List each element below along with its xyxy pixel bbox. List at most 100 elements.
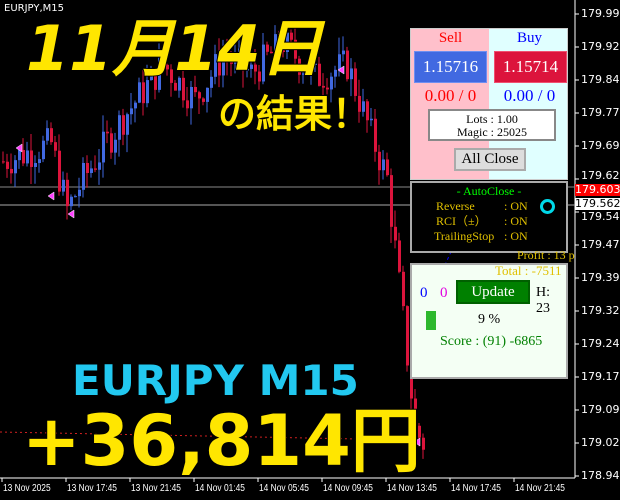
candle-body [274, 34, 277, 54]
sell-position: 0.00 / 0 [424, 86, 477, 105]
candle-body [46, 128, 49, 141]
rci-value: : ON [504, 214, 528, 228]
overlay-date: 11月14日 [25, 12, 324, 85]
candle-body [42, 140, 45, 160]
candle-body [322, 85, 325, 88]
candle-body [330, 76, 333, 90]
candle-body [158, 58, 161, 90]
buy-count: 0 [420, 285, 428, 301]
sell-button[interactable]: 1.15716 [414, 51, 487, 83]
candle-body [406, 306, 409, 366]
signal-arrow-icon [67, 209, 75, 219]
candle-body [394, 226, 397, 241]
candle-body [114, 139, 117, 153]
candle-body [234, 53, 237, 64]
candle-body [366, 101, 369, 121]
update-button[interactable]: Update [456, 280, 530, 304]
candle-body [118, 115, 121, 140]
entry-line [0, 431, 411, 441]
candle-body [186, 100, 189, 109]
candle-body [254, 64, 257, 72]
candle-body [54, 142, 57, 151]
candle-body [398, 240, 401, 272]
candle-body [34, 163, 37, 167]
rci-label: RCI（±） [436, 214, 487, 228]
candle-body [326, 87, 329, 90]
percent-label: 9 % [478, 312, 501, 327]
candle-body [62, 179, 65, 192]
candle-body [78, 189, 81, 197]
candle-body [310, 64, 313, 75]
candle-body [286, 32, 289, 53]
price-tick: 179.695 [581, 139, 620, 152]
candle-body [162, 58, 165, 65]
progress-bar [426, 311, 436, 330]
signal-arrow-icon [337, 65, 345, 75]
candle-body [94, 168, 97, 170]
candle-body [202, 98, 205, 102]
price-tick: 179.095 [581, 403, 620, 416]
candle-body [226, 55, 229, 60]
candle-body [222, 55, 225, 76]
candle-body [18, 149, 21, 161]
candle-body [358, 95, 361, 112]
candle-body [206, 87, 209, 102]
buy-label: Buy [516, 30, 542, 46]
candle-body [350, 68, 353, 80]
candle-body [382, 159, 385, 171]
price-tick: 179.620 [581, 169, 620, 182]
candle-body [122, 115, 125, 135]
total-label: Total : -7511 [495, 264, 562, 278]
profit-label: Profit : 13 p [517, 248, 575, 262]
ask-price-tag: 179.603 [575, 183, 620, 196]
buy-button[interactable]: 1.15714 [494, 51, 567, 83]
candle-body [134, 102, 137, 109]
candle-body [82, 162, 85, 190]
price-tick: 179.020 [581, 436, 620, 449]
signal-arrow-icon [413, 437, 421, 447]
candle-body [178, 77, 181, 91]
time-tick: 13 Nov 2025 [3, 483, 51, 494]
candle-body [342, 50, 345, 55]
time-tick: 14 Nov 09:45 [323, 483, 373, 494]
signal-arrow-icon [15, 143, 23, 153]
signal-arrow-icon [47, 191, 55, 201]
overlay-result: の結果！ [217, 92, 371, 136]
trade-panel: Sell Buy 1.15716 1.15714 0.00 / 0 0.00 /… [410, 28, 568, 180]
candle-body [22, 149, 25, 164]
sell-count: 0 [440, 285, 448, 301]
time-tick: 14 Nov 17:45 [451, 483, 501, 494]
score-label: Score : (91) -6865 [440, 334, 543, 349]
candle-body [86, 162, 89, 173]
candle-body [370, 118, 373, 121]
candle-body [130, 108, 133, 115]
candle-body [218, 54, 221, 76]
candle-body [318, 63, 321, 86]
price-tick: 179.245 [581, 337, 620, 350]
candle-body [374, 118, 377, 152]
all-close-button[interactable]: All Close [454, 148, 526, 171]
candle-body [66, 179, 69, 207]
candle-body [306, 73, 309, 75]
time-tick: 13 Nov 21:45 [131, 483, 181, 494]
hour-label: H: 23 [536, 285, 550, 316]
candle-body [102, 131, 105, 163]
price-tick: 179.995 [581, 7, 620, 20]
candle-body [418, 425, 421, 438]
candle-body [422, 437, 425, 450]
candle-body [386, 159, 389, 176]
candle-body [98, 162, 101, 170]
candle-body [230, 59, 233, 64]
price-tick: 179.320 [581, 304, 620, 317]
time-tick: 14 Nov 01:45 [195, 483, 245, 494]
candle-body [334, 69, 337, 77]
candle-body [250, 64, 253, 69]
candle-body [138, 82, 141, 103]
price-tick: 179.545 [581, 210, 620, 223]
price-tick: 178.945 [581, 469, 620, 482]
candle-body [338, 54, 341, 70]
price-tick: 179.770 [581, 106, 620, 119]
candle-body [90, 168, 93, 173]
symbol-label: EURJPY,M15 [4, 3, 64, 14]
